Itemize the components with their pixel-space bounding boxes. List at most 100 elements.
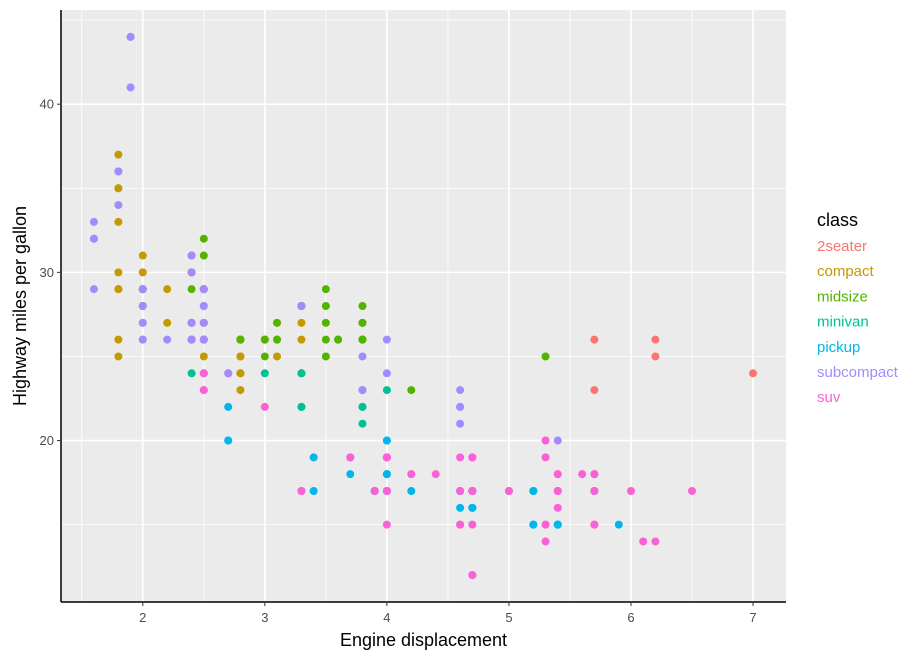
data-point-pickup <box>468 503 477 512</box>
data-point-2seater <box>651 352 660 361</box>
data-point-subcompact <box>163 335 172 344</box>
data-point-suv <box>370 487 379 495</box>
y-axis-ticks: 20 30 40 <box>40 97 61 448</box>
data-point-subcompact <box>199 302 208 310</box>
data-point-midsize <box>358 302 367 310</box>
data-point-pickup <box>529 520 538 529</box>
data-point-midsize <box>273 335 282 344</box>
data-point-pickup <box>553 520 562 529</box>
data-point-compact <box>163 318 172 327</box>
data-point-pickup <box>382 470 391 479</box>
data-point-pickup <box>456 503 465 512</box>
data-point-suv <box>382 487 391 495</box>
data-point-suv <box>504 487 513 495</box>
data-point-suv <box>260 402 269 411</box>
data-point-subcompact <box>456 402 465 411</box>
data-point-subcompact <box>114 167 123 176</box>
data-point-pickup <box>224 436 233 445</box>
data-point-suv <box>468 520 477 529</box>
data-point-suv <box>468 453 477 462</box>
data-point-suv <box>456 453 465 462</box>
data-point-suv <box>199 386 208 395</box>
data-point-subcompact <box>138 318 147 327</box>
data-point-midsize <box>260 352 269 361</box>
x-tick-label: 5 <box>505 610 512 625</box>
data-point-midsize <box>236 335 245 344</box>
legend-label-midsize: midsize <box>817 288 868 305</box>
data-point-suv <box>346 453 355 462</box>
y-tick-label: 40 <box>40 97 54 112</box>
legend-label-2seater: 2seater <box>817 238 867 255</box>
x-axis-title: Engine displacement <box>340 630 507 650</box>
data-point-suv <box>456 520 465 529</box>
data-point-suv <box>456 487 465 495</box>
data-point-subcompact <box>358 352 367 361</box>
data-point-suv <box>468 487 477 495</box>
data-point-pickup <box>614 520 623 529</box>
data-point-subcompact <box>126 83 135 92</box>
data-point-suv <box>639 537 648 546</box>
data-point-compact <box>273 352 282 361</box>
data-point-subcompact <box>89 285 98 294</box>
data-point-midsize <box>321 285 330 294</box>
data-point-minivan <box>358 402 367 411</box>
data-point-minivan <box>297 369 306 378</box>
data-point-subcompact <box>138 335 147 344</box>
data-point-pickup <box>382 436 391 445</box>
data-point-subcompact <box>114 201 123 210</box>
data-point-midsize <box>321 302 330 310</box>
data-point-2seater <box>590 386 599 395</box>
data-point-suv <box>590 470 599 479</box>
data-point-midsize <box>358 318 367 327</box>
data-point-midsize <box>273 318 282 327</box>
data-point-minivan <box>260 369 269 378</box>
data-point-suv <box>382 453 391 462</box>
data-point-compact <box>138 268 147 277</box>
data-point-2seater <box>590 335 599 344</box>
x-tick-label: 3 <box>261 610 268 625</box>
data-point-compact <box>114 217 123 226</box>
data-point-pickup <box>407 487 416 495</box>
data-point-suv <box>688 487 697 495</box>
data-point-subcompact <box>553 436 562 445</box>
legend: class 2seater compact midsize minivan pickup… <box>817 210 899 406</box>
data-point-compact <box>236 369 245 378</box>
data-points <box>89 32 758 580</box>
data-point-suv <box>578 470 587 479</box>
data-point-subcompact <box>187 251 196 260</box>
y-tick-label: 30 <box>40 265 54 280</box>
data-point-pickup <box>529 487 538 495</box>
x-axis-ticks: 2 3 4 5 6 7 <box>139 602 757 625</box>
data-point-compact <box>114 285 123 294</box>
major-gridlines <box>61 10 786 602</box>
x-tick-label: 2 <box>139 610 146 625</box>
data-point-pickup <box>309 487 318 495</box>
data-point-2seater <box>749 369 758 378</box>
x-tick-label: 7 <box>749 610 756 625</box>
data-point-suv <box>553 470 562 479</box>
data-point-subcompact <box>187 335 196 344</box>
data-point-midsize <box>407 386 416 395</box>
data-point-suv <box>590 487 599 495</box>
minor-gridlines <box>61 10 786 602</box>
y-axis-title: Highway miles per gallon <box>10 206 30 406</box>
data-point-midsize <box>334 335 343 344</box>
data-point-subcompact <box>199 285 208 294</box>
data-point-compact <box>199 352 208 361</box>
y-tick-label: 20 <box>40 433 54 448</box>
data-point-suv <box>382 520 391 529</box>
data-point-midsize <box>358 335 367 344</box>
data-point-subcompact <box>138 302 147 310</box>
data-point-compact <box>236 386 245 395</box>
data-point-midsize <box>260 335 269 344</box>
data-point-compact <box>297 318 306 327</box>
data-point-compact <box>114 352 123 361</box>
legend-label-compact: compact <box>817 263 875 280</box>
data-point-minivan <box>187 369 196 378</box>
data-point-suv <box>553 503 562 512</box>
legend-label-suv: suv <box>817 389 841 406</box>
data-point-2seater <box>651 335 660 344</box>
data-point-subcompact <box>382 335 391 344</box>
data-point-subcompact <box>199 335 208 344</box>
data-point-suv <box>553 487 562 495</box>
